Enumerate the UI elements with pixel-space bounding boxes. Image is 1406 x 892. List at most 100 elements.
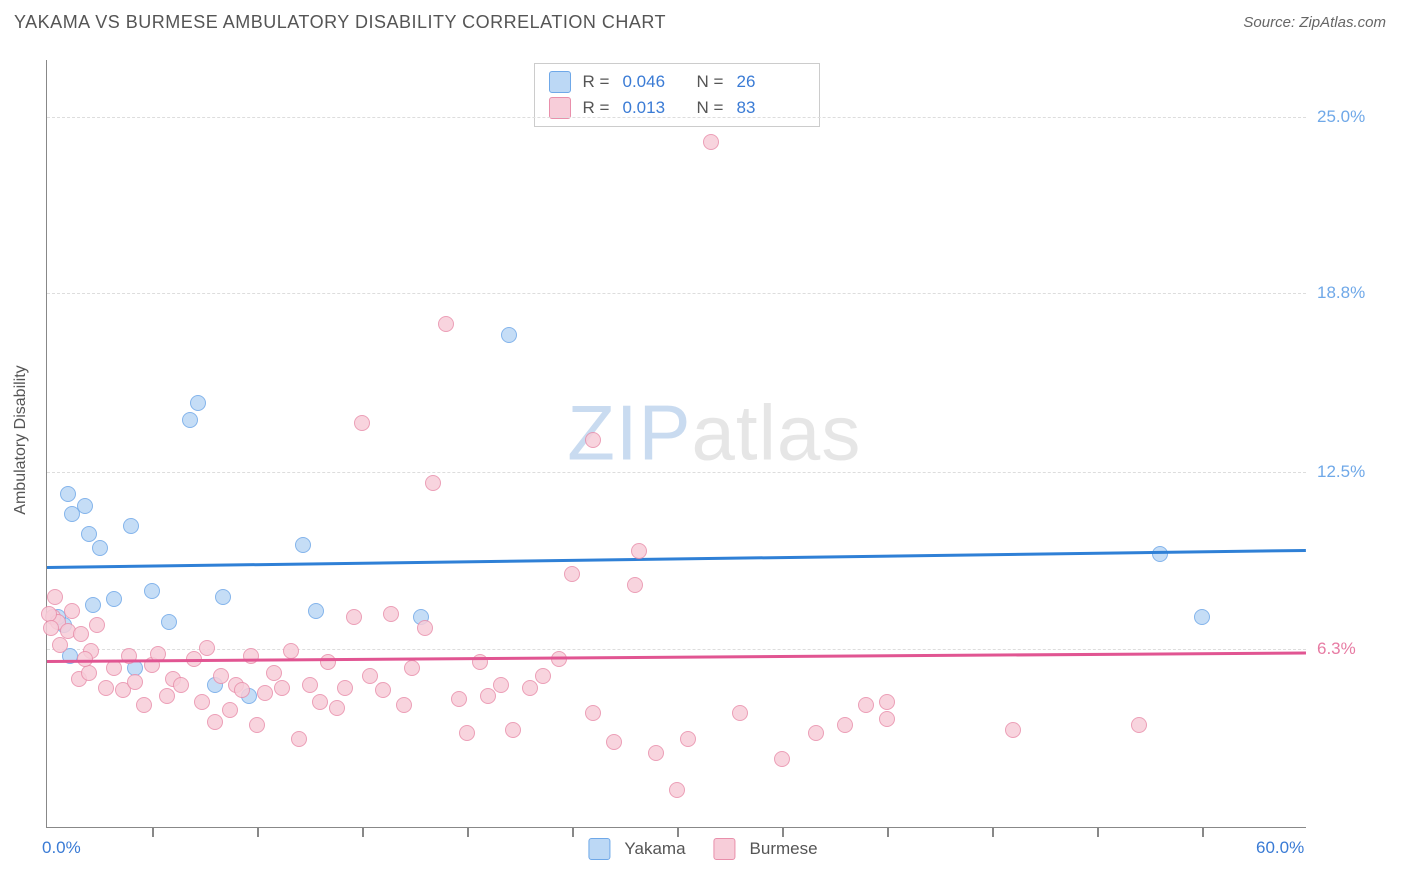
data-point	[43, 620, 59, 636]
data-point	[362, 668, 378, 684]
data-point	[213, 668, 229, 684]
data-point	[522, 680, 538, 696]
gridline	[47, 293, 1306, 294]
data-point	[320, 654, 336, 670]
legend-swatch	[714, 838, 736, 860]
x-tick	[992, 827, 994, 837]
x-tick	[887, 827, 889, 837]
y-axis-label: Ambulatory Disability	[12, 365, 30, 514]
data-point	[329, 700, 345, 716]
data-point	[669, 782, 685, 798]
legend-label: Burmese	[750, 839, 818, 859]
data-point	[1131, 717, 1147, 733]
x-tick	[782, 827, 784, 837]
data-point	[207, 714, 223, 730]
data-point	[106, 591, 122, 607]
data-point	[73, 626, 89, 642]
data-point	[451, 691, 467, 707]
data-point	[312, 694, 328, 710]
data-point	[438, 316, 454, 332]
x-tick	[362, 827, 364, 837]
data-point	[459, 725, 475, 741]
x-tick	[1202, 827, 1204, 837]
data-point	[182, 412, 198, 428]
legend-swatch	[549, 71, 571, 93]
y-tick-label: 6.3%	[1317, 639, 1356, 659]
legend-label: Yakama	[624, 839, 685, 859]
data-point	[585, 705, 601, 721]
legend-swatch	[588, 838, 610, 860]
data-point	[64, 603, 80, 619]
data-point	[680, 731, 696, 747]
x-tick	[677, 827, 679, 837]
data-point	[354, 415, 370, 431]
data-point	[249, 717, 265, 733]
data-point	[77, 498, 93, 514]
x-tick	[1097, 827, 1099, 837]
legend-item: Yakama	[588, 838, 685, 860]
data-point	[190, 395, 206, 411]
data-point	[161, 614, 177, 630]
data-point	[257, 685, 273, 701]
data-point	[52, 637, 68, 653]
y-tick-label: 25.0%	[1317, 107, 1365, 127]
data-point	[879, 711, 895, 727]
data-point	[283, 643, 299, 659]
data-point	[858, 697, 874, 713]
data-point	[159, 688, 175, 704]
data-point	[493, 677, 509, 693]
data-point	[295, 537, 311, 553]
x-tick	[572, 827, 574, 837]
x-axis-min: 0.0%	[42, 838, 81, 858]
data-point	[199, 640, 215, 656]
data-point	[703, 134, 719, 150]
x-tick	[467, 827, 469, 837]
data-point	[396, 697, 412, 713]
data-point	[505, 722, 521, 738]
data-point	[123, 518, 139, 534]
data-point	[291, 731, 307, 747]
series-legend: Yakama Burmese	[588, 838, 817, 860]
x-tick	[257, 827, 259, 837]
data-point	[1194, 609, 1210, 625]
data-point	[501, 327, 517, 343]
data-point	[564, 566, 580, 582]
data-point	[302, 677, 318, 693]
data-point	[144, 583, 160, 599]
data-point	[808, 725, 824, 741]
gridline	[47, 649, 1306, 650]
data-point	[173, 677, 189, 693]
data-point	[648, 745, 664, 761]
chart-header: YAKAMA VS BURMESE AMBULATORY DISABILITY …	[0, 0, 1406, 41]
data-point	[631, 543, 647, 559]
scatter-plot: ZIPatlas R =0.046N =26R =0.013N =83 6.3%…	[46, 60, 1306, 828]
legend-swatch	[549, 97, 571, 119]
x-axis-max: 60.0%	[1256, 838, 1304, 858]
data-point	[85, 597, 101, 613]
data-point	[243, 648, 259, 664]
data-point	[337, 680, 353, 696]
data-point	[60, 486, 76, 502]
legend-stat-row: R =0.046N =26	[549, 69, 805, 95]
y-tick-label: 12.5%	[1317, 462, 1365, 482]
data-point	[535, 668, 551, 684]
data-point	[98, 680, 114, 696]
trend-line	[47, 652, 1306, 664]
data-point	[606, 734, 622, 750]
data-point	[308, 603, 324, 619]
data-point	[274, 680, 290, 696]
data-point	[194, 694, 210, 710]
data-point	[47, 589, 63, 605]
data-point	[89, 617, 105, 633]
data-point	[127, 674, 143, 690]
data-point	[585, 432, 601, 448]
data-point	[774, 751, 790, 767]
data-point	[837, 717, 853, 733]
data-point	[480, 688, 496, 704]
x-tick	[152, 827, 154, 837]
data-point	[222, 702, 238, 718]
data-point	[383, 606, 399, 622]
data-point	[417, 620, 433, 636]
trend-line	[47, 549, 1306, 569]
chart-source: Source: ZipAtlas.com	[1243, 14, 1386, 31]
